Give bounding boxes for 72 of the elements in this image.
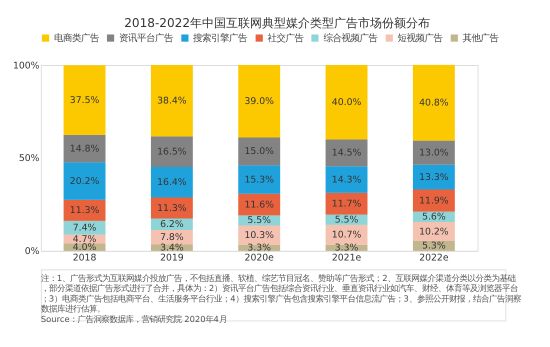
data-label: 14.5% [332,148,362,159]
data-label: 11.3% [157,202,187,214]
data-label: 40.8% [419,98,449,109]
data-label: 10.7% [332,230,362,241]
bar [412,164,455,190]
data-label: 3.4% [160,242,184,254]
bar [64,200,106,221]
legend-label: 资讯平台广告 [118,32,173,44]
data-label: 40.0% [332,96,362,108]
bar [150,198,193,218]
bar [326,166,368,193]
data-label: 11.6% [244,199,274,210]
data-label: 3.3% [247,242,272,254]
data-label: 5.5% [334,214,358,226]
data-label: 15.0% [244,146,274,158]
data-label: 5.6% [422,212,446,223]
bar [238,65,280,138]
data-label: 39.0% [244,96,274,108]
data-label: 13.3% [419,172,449,183]
data-label: 6.2% [160,219,184,230]
source-note: Source：广告洞察数据库，营销研究院 2020年4月 [40,314,227,324]
bar [326,192,368,215]
bar [238,137,280,166]
legend-label: 短视频广告 [398,32,443,44]
bar [150,65,193,136]
data-label: 5.3% [422,240,446,252]
bar [64,134,106,162]
bar [326,139,368,166]
data-label: 10.2% [419,226,449,238]
bar [238,194,280,216]
data-label: 5.5% [247,215,272,226]
x-tick-label: 2022e [419,252,449,264]
y-tick-label: 0% [24,246,40,258]
data-label: 7.8% [160,232,184,244]
data-label: 11.9% [419,195,449,206]
data-label: 20.2% [70,176,100,187]
bar [326,65,368,140]
data-label: 10.3% [244,230,274,241]
data-label: 13.0% [419,148,449,159]
data-label: 7.4% [72,222,97,234]
data-label: 3.3% [334,242,358,254]
data-label: 11.7% [332,198,362,210]
bar [150,136,193,168]
data-label: 16.5% [157,146,187,158]
legend-label: 其他广告 [462,32,499,44]
chart-title: 2018-2022年中国互联网典型媒介类型广告市场份额分布 [124,16,430,30]
bar [64,65,106,135]
data-label: 16.4% [157,177,187,188]
x-tick-label: 2019 [160,252,184,264]
legend-label: 综合视频广告 [323,32,378,44]
bar [412,64,455,141]
data-label: 38.4% [157,95,187,106]
bar [150,167,193,198]
y-tick-label: 50% [18,153,40,164]
data-label: 4.0% [72,242,97,253]
data-label: 15.3% [244,174,274,186]
x-tick-label: 2018 [72,252,96,264]
y-tick-label: 100% [12,60,40,72]
x-tick-label: 2020e [244,252,274,264]
x-tick-label: 2021e [332,252,362,264]
bar [64,162,106,200]
data-label: 14.8% [70,143,100,154]
text: 注：1、广告形式为互联网媒介投放广告，不包括直播、软植、综艺节目冠名、赞助等广告形式；2、互联网媒介渠道分类以分类为基础，部分渠道依据广告形式进行了合并，具体为：2）资讯平台广告包括综合资讯行业、垂直资讯行业如汽车、财经、体育等及浏览器平台；3）电商类广告包括电商平台、生活服务平台行业；4）搜索引擎广告包含搜索引擎平台信息流广告；3、参照公开财报，结合广告洞察数据库进行估算。 [40,273,521,314]
data-label: 14.3% [332,174,362,186]
legend-label: 社交广告 [268,32,304,44]
legend-label: 搜索引擎广告 [193,32,248,44]
bar [412,140,455,165]
data-label: 37.5% [70,94,100,106]
bar [412,190,455,212]
data-label: 11.3% [70,205,100,216]
legend-label: 电商类广告 [54,32,99,44]
bar [238,165,280,194]
